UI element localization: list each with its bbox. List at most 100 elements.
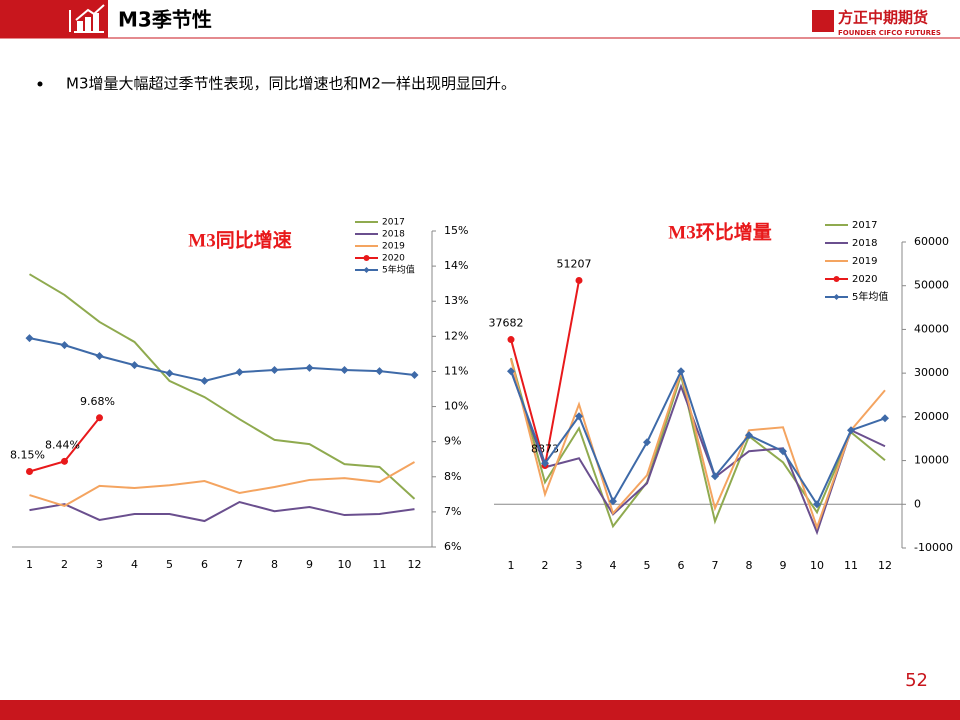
y-tick-label: 30000	[914, 366, 949, 379]
point	[235, 368, 244, 377]
point	[410, 370, 419, 379]
logo-en: FOUNDER CIFCO FUTURES	[838, 29, 941, 37]
series-line	[510, 358, 886, 529]
bullet-text: M3增量大幅超过季节性表现，同比增速也和M2一样出现明显回升。	[66, 75, 516, 93]
y-tick-label: 40000	[914, 322, 949, 335]
y-tick-label: 10%	[444, 400, 468, 413]
y-tick-label: 50000	[914, 279, 949, 292]
legend-label: 5年均值	[852, 290, 888, 303]
x-tick-label: 10	[810, 559, 824, 572]
x-tick-label: 12	[408, 558, 422, 571]
legend-label: 2019	[382, 242, 405, 252]
point	[507, 336, 515, 344]
point	[60, 341, 69, 350]
y-tick-label: 11%	[444, 364, 468, 377]
legend-marker	[363, 255, 370, 261]
x-tick-label: 3	[96, 558, 103, 571]
point	[165, 369, 174, 378]
series-line	[510, 369, 886, 536]
y-tick-label: 9%	[444, 435, 461, 448]
header-icon	[69, 4, 105, 33]
point	[677, 367, 685, 376]
legend-label: 5年均值	[382, 264, 415, 276]
legend-marker	[833, 276, 840, 282]
point	[130, 361, 139, 370]
series-line	[29, 461, 415, 508]
x-tick-label: 8	[271, 558, 278, 571]
x-tick-label: 5	[166, 558, 173, 571]
point	[745, 431, 753, 440]
y-tick-label: 8%	[444, 470, 461, 483]
y-tick-label: 60000	[914, 235, 949, 248]
point	[25, 334, 34, 343]
x-tick-label: 11	[373, 558, 387, 571]
point	[609, 497, 617, 506]
y-tick-label: 12%	[444, 329, 468, 342]
chart-title: M3同比增速	[188, 228, 291, 251]
point	[305, 363, 314, 372]
y-tick-label: 6%	[444, 540, 461, 553]
legend-label: 2018	[852, 238, 877, 249]
point	[61, 457, 68, 465]
point	[779, 447, 787, 456]
legend-label: 2019	[852, 256, 877, 267]
point	[507, 367, 515, 376]
legend-marker	[833, 294, 840, 300]
x-tick-label: 6	[678, 559, 685, 572]
x-tick-label: 1	[508, 559, 515, 572]
bullet-dot	[37, 81, 43, 87]
x-tick-label: 9	[780, 559, 787, 572]
y-tick-label: 7%	[444, 505, 461, 518]
x-tick-label: 2	[61, 558, 68, 571]
y-tick-label: 13%	[444, 294, 468, 307]
data-label: 9.68%	[80, 395, 115, 408]
point	[575, 412, 583, 421]
legend-label: 2017	[852, 220, 877, 231]
x-tick-label: 11	[844, 559, 858, 572]
point	[541, 459, 549, 468]
y-tick-label: 0	[914, 497, 921, 510]
legend-label: 2018	[382, 230, 405, 240]
series-line	[29, 337, 415, 382]
point	[711, 472, 719, 481]
x-tick-label: 12	[878, 559, 892, 572]
point	[575, 276, 583, 284]
data-label: 37682	[489, 317, 524, 330]
data-label: 8.44%	[45, 438, 80, 451]
x-tick-label: 9	[306, 558, 313, 571]
series-line	[28, 273, 416, 500]
header-title: M3季节性	[118, 8, 212, 32]
point	[375, 367, 384, 376]
y-tick-label: 20000	[914, 410, 949, 423]
point	[26, 468, 33, 476]
data-label: 8.15%	[10, 449, 45, 462]
page-number: 52	[905, 670, 928, 691]
series-line	[29, 500, 415, 523]
y-tick-label: 10000	[914, 454, 949, 467]
x-tick-label: 4	[131, 558, 138, 571]
point	[643, 438, 651, 447]
x-tick-label: 1	[26, 558, 33, 571]
x-tick-label: 8	[746, 559, 753, 572]
legend-label: 2017	[382, 218, 405, 228]
footer-bar	[0, 700, 960, 720]
point	[270, 366, 279, 375]
point	[340, 366, 349, 375]
point	[847, 426, 855, 435]
x-tick-label: 7	[236, 558, 243, 571]
y-tick-label: 15%	[444, 224, 468, 237]
y-tick-label: 14%	[444, 259, 468, 272]
logo-mark	[812, 10, 834, 32]
x-tick-label: 7	[712, 559, 719, 572]
series-line	[510, 280, 580, 466]
x-tick-label: 5	[644, 559, 651, 572]
point	[881, 414, 889, 423]
point	[96, 414, 103, 422]
series-line	[510, 358, 886, 531]
x-tick-label: 2	[542, 559, 549, 572]
legend-marker	[363, 267, 370, 273]
point	[95, 351, 104, 360]
logo-cn: 方正中期期货	[838, 9, 928, 27]
x-tick-label: 6	[201, 558, 208, 571]
legend-label: 2020	[852, 274, 877, 285]
